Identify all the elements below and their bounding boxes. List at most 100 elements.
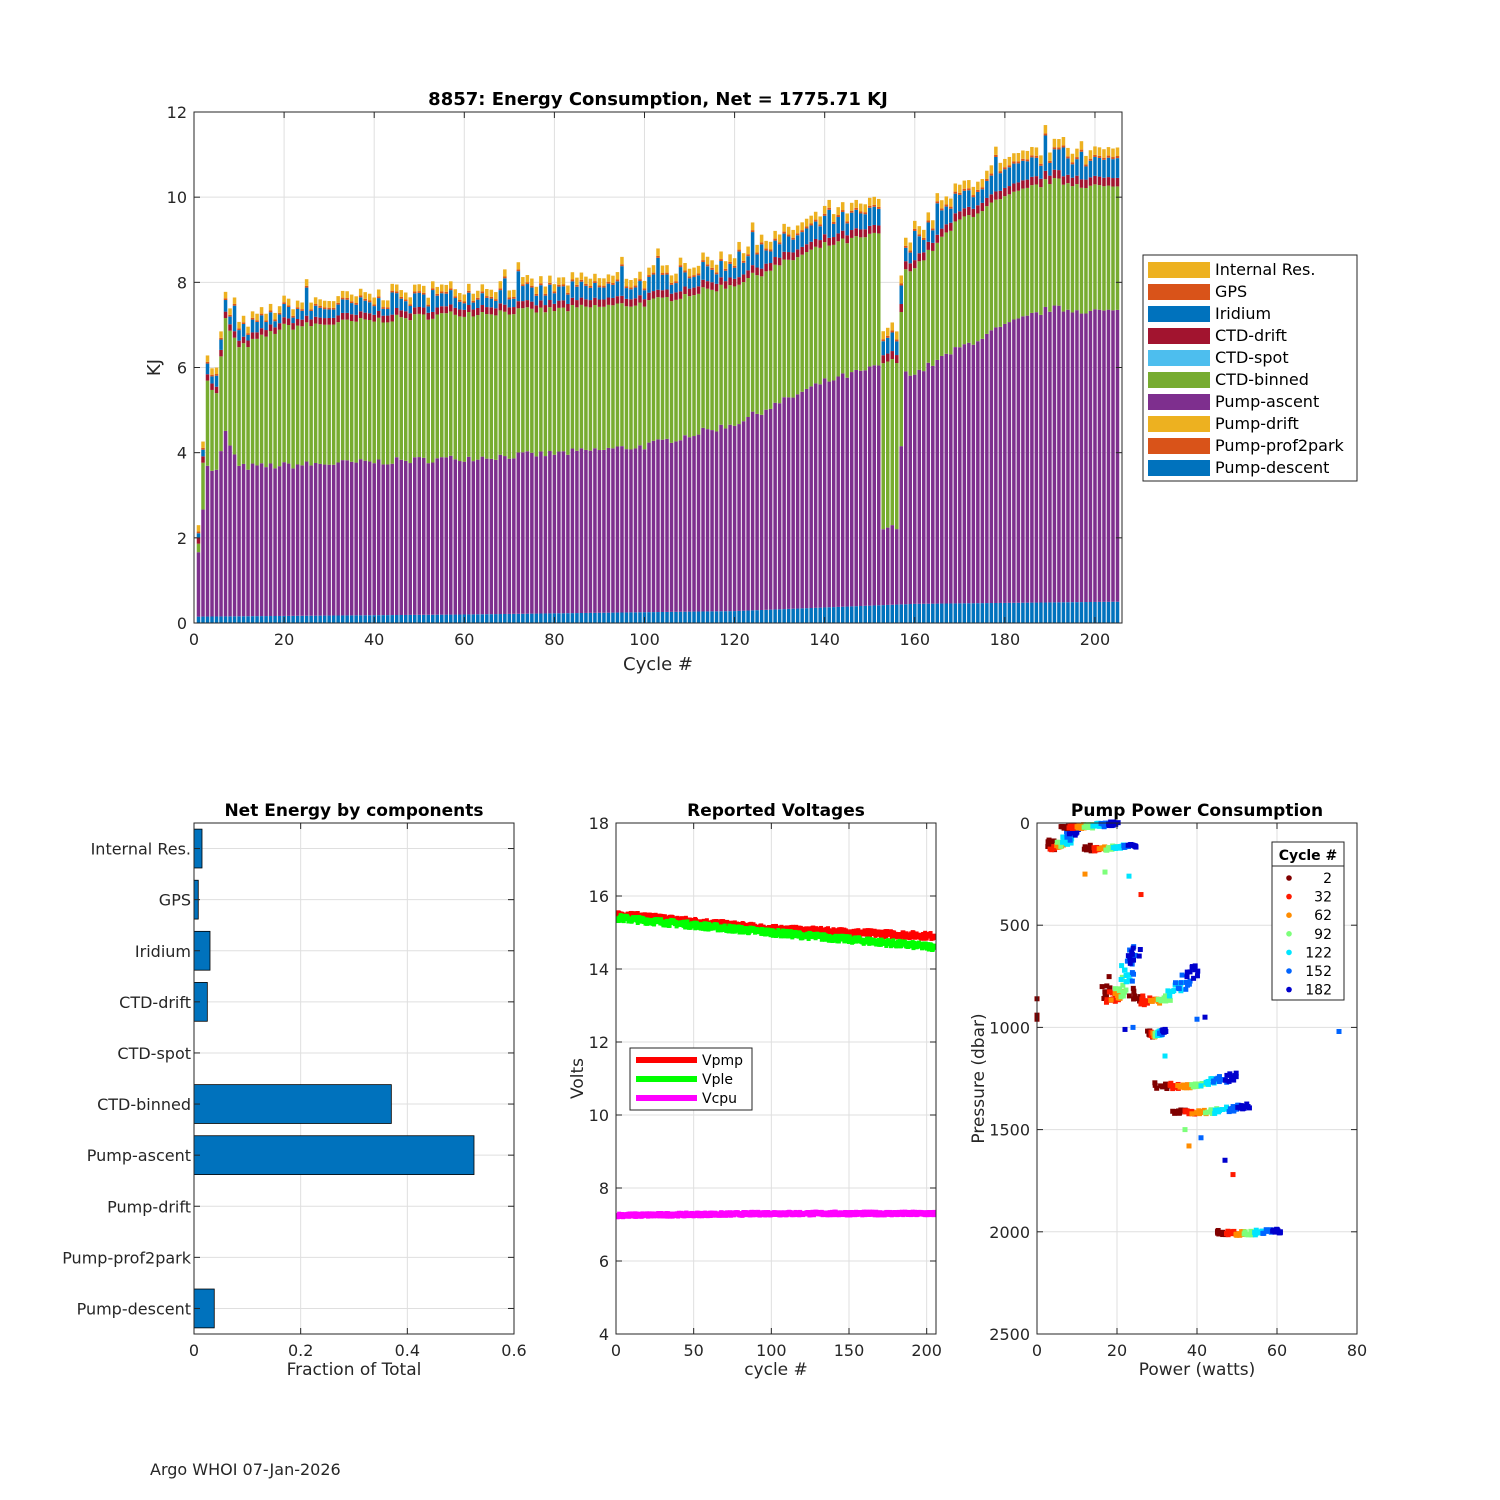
bar-segment [521, 452, 525, 614]
bar-segment [363, 292, 367, 299]
bar-segment [498, 310, 503, 455]
bar-segment [277, 314, 282, 324]
pump-point [1125, 842, 1131, 848]
bar-segment [741, 262, 746, 275]
bar-segment [1084, 313, 1088, 603]
bar-segment [1007, 194, 1012, 323]
bar-segment [723, 261, 728, 269]
bar-segment [390, 463, 394, 616]
bar-segment [876, 365, 881, 606]
bar-segment [210, 376, 214, 384]
bar-segment [381, 464, 385, 616]
pump-point [1118, 977, 1124, 983]
pump-point [1194, 1016, 1200, 1022]
bar-segment [764, 271, 768, 410]
bar-segment [521, 308, 525, 453]
bar-segment [602, 278, 606, 286]
bar-segment [737, 241, 741, 250]
bar-segment [890, 525, 895, 605]
bar-segment [417, 306, 421, 314]
bar-segment [602, 449, 606, 613]
bar-segment [1079, 179, 1084, 188]
pump-point [1177, 1084, 1183, 1090]
category-label: Iridium [135, 942, 191, 961]
bar-segment [1007, 186, 1012, 195]
bar-segment [349, 615, 354, 623]
pump-point [1274, 1226, 1280, 1232]
bar-segment [777, 244, 782, 258]
bar-segment [746, 278, 750, 418]
bar-segment [426, 614, 431, 623]
bar-segment [597, 287, 602, 300]
bar-segment [836, 217, 840, 234]
bar-segment [1048, 183, 1052, 312]
bar-segment [219, 337, 223, 340]
x-tick-label: 180 [990, 630, 1021, 649]
bar-segment [638, 271, 642, 280]
bar-segment [1016, 161, 1021, 164]
pump-point [1217, 1231, 1223, 1237]
bar-segment [349, 294, 354, 302]
bar-segment [309, 319, 313, 327]
bar-segment [782, 259, 786, 398]
bar-segment [777, 234, 782, 243]
bar-segment [994, 154, 998, 157]
bar-segment [228, 616, 232, 623]
bar-segment [250, 319, 255, 333]
bar-segment [282, 462, 286, 616]
pump-point [1097, 823, 1103, 829]
pump-point [1140, 993, 1146, 999]
bar-segment [232, 303, 237, 306]
bar-segment [277, 306, 282, 313]
voltage-point [897, 938, 902, 945]
pump-point [1171, 988, 1177, 994]
bar-segment [858, 606, 863, 623]
bar-segment [219, 451, 223, 617]
bar-segment [525, 275, 530, 283]
pump-point [1184, 969, 1190, 975]
bar-segment [701, 287, 705, 428]
bar-segment [949, 208, 953, 223]
bar-segment [579, 297, 584, 305]
bar-segment [1070, 312, 1075, 603]
footer-credit: Argo WHOI 07-Jan-2026 [150, 1460, 341, 1479]
bar-segment [885, 337, 890, 354]
bar-segment [421, 307, 426, 315]
bar-segment [286, 463, 291, 616]
bar-segment [809, 225, 813, 242]
bar-segment [232, 454, 237, 617]
bar-segment [926, 241, 931, 250]
legend-swatch [1148, 372, 1210, 388]
bar-segment [1084, 164, 1088, 167]
bar-segment [773, 264, 777, 403]
bar-segment [282, 302, 286, 304]
bar-segment [575, 286, 579, 301]
x-tick-label: 80 [544, 630, 564, 649]
bar-segment [899, 312, 904, 447]
bar-segment [566, 294, 570, 304]
bar-segment [570, 279, 575, 282]
bar-segment [764, 409, 768, 610]
bar-segment [647, 267, 651, 276]
bar-segment [728, 277, 732, 286]
x-tick-label: 0 [1032, 1341, 1042, 1360]
bar-segment [566, 303, 570, 312]
bar-segment [674, 273, 678, 282]
bar-segment [512, 458, 516, 614]
bar-segment [480, 456, 485, 615]
bar-segment [985, 181, 989, 198]
bar-segment [345, 460, 349, 616]
bar-segment [1057, 178, 1061, 306]
bar-segment [1039, 602, 1043, 623]
bar-segment [295, 464, 300, 616]
bar-segment [922, 229, 926, 238]
bar-segment [660, 273, 665, 275]
pump-point [1118, 994, 1124, 1000]
chart-title: 8857: Energy Consumption, Net = 1775.71 … [428, 89, 888, 110]
pump-point [1064, 829, 1070, 835]
bar-segment [840, 606, 845, 623]
bar-segment [1079, 151, 1084, 180]
bar-segment [687, 278, 692, 289]
bar-segment [1102, 177, 1106, 187]
